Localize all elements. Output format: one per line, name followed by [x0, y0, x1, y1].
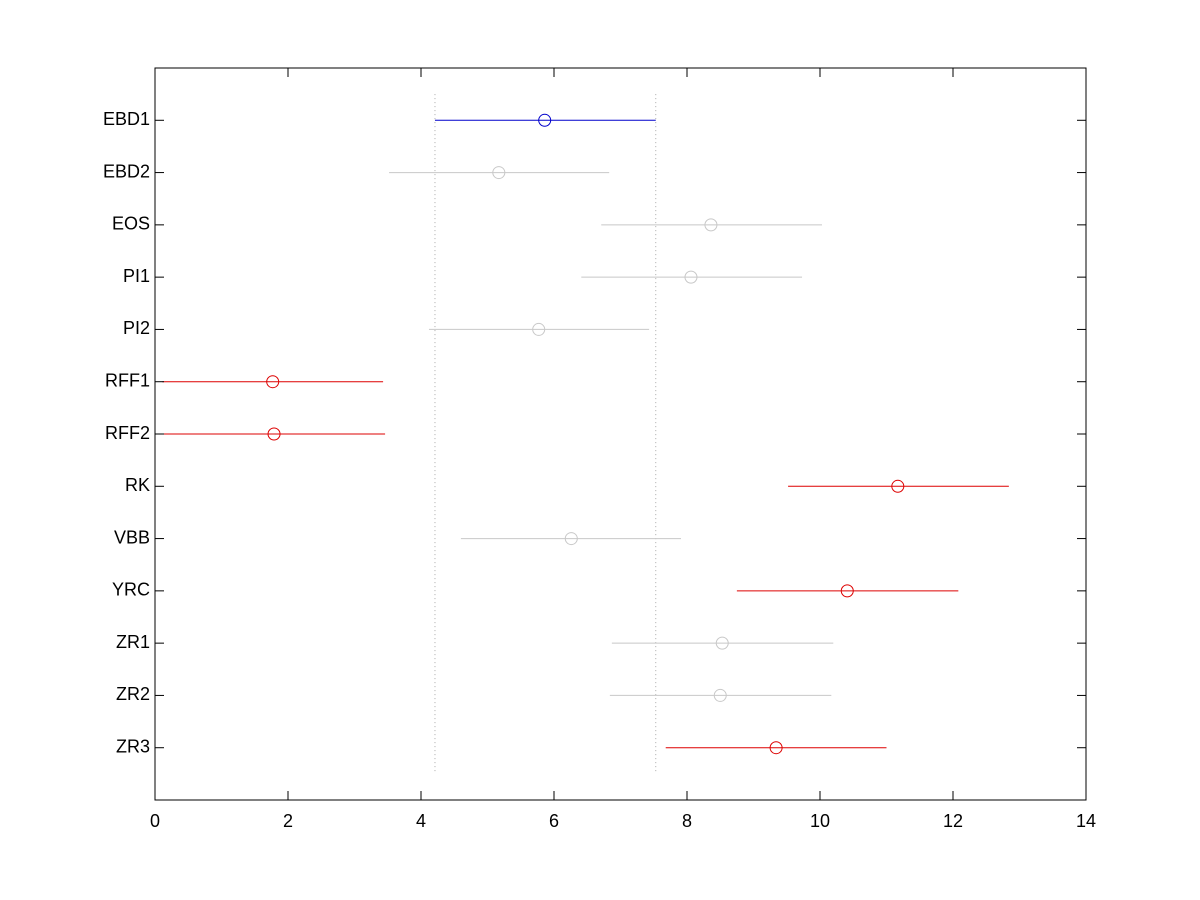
mean-marker: [564, 532, 578, 546]
x-tick-label: 10: [810, 811, 830, 831]
x-tick-label: 8: [682, 811, 692, 831]
y-tick-label: RK: [125, 475, 150, 495]
y-tick-label: PI1: [123, 266, 150, 286]
x-tick-label: 14: [1076, 811, 1096, 831]
mean-marker: [538, 113, 552, 127]
mean-marker: [769, 741, 783, 755]
y-tick-label: PI2: [123, 318, 150, 338]
x-tick-label: 0: [150, 811, 160, 831]
mean-marker: [840, 584, 854, 598]
mean-marker: [713, 688, 727, 702]
y-tick-label: EBD2: [103, 161, 150, 181]
mean-marker: [704, 218, 718, 232]
y-tick-label: YRC: [112, 580, 150, 600]
x-tick-label: 6: [549, 811, 559, 831]
x-tick-label: 4: [416, 811, 426, 831]
y-tick-label: ZR2: [116, 684, 150, 704]
y-tick-label: RFF1: [105, 370, 150, 390]
mean-marker: [492, 166, 506, 180]
y-tick-label: ZR1: [116, 632, 150, 652]
mean-marker: [532, 322, 546, 336]
y-tick-label: EBD1: [103, 109, 150, 129]
plot-area: [162, 94, 1009, 774]
mean-marker: [266, 375, 280, 389]
x-tick-label: 12: [943, 811, 963, 831]
x-tick-label: 2: [283, 811, 293, 831]
y-tick-label: RFF2: [105, 423, 150, 443]
mean-marker: [684, 270, 698, 284]
y-tick-label: EOS: [112, 214, 150, 234]
y-tick-label: ZR3: [116, 736, 150, 756]
y-tick-label: VBB: [114, 527, 150, 547]
mean-marker: [891, 479, 905, 493]
mean-marker: [267, 427, 281, 441]
mean-marker: [715, 636, 729, 650]
